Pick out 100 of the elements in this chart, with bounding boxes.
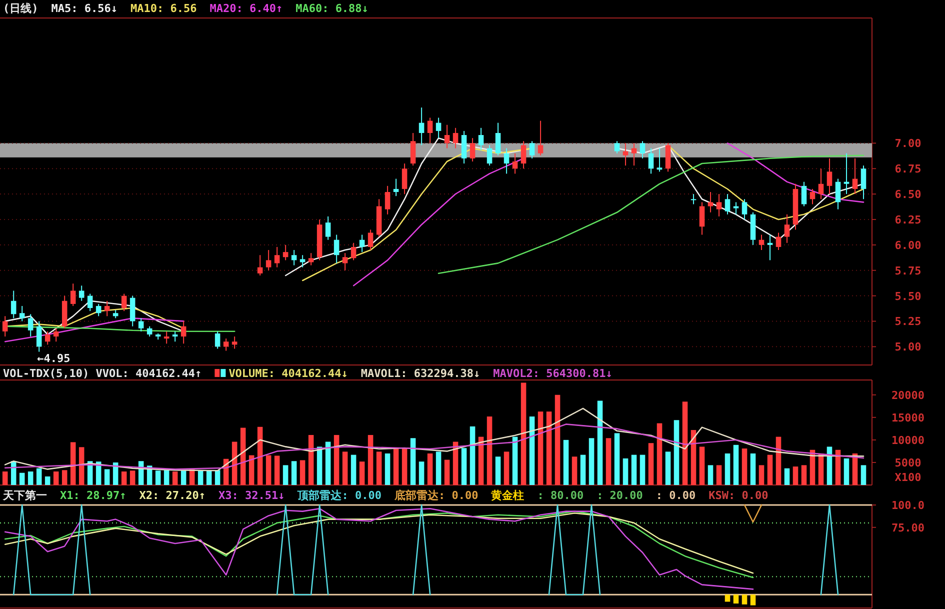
text: MAVOL1: 632294.38↓ [360, 367, 480, 380]
bar [648, 443, 654, 485]
candlestick [801, 181, 807, 207]
y-tick-label: 6.00 [894, 238, 922, 252]
candlestick [214, 330, 220, 350]
bar [792, 466, 798, 485]
bar [844, 458, 850, 485]
bar [359, 462, 365, 485]
candlestick [291, 250, 297, 266]
bar [708, 465, 714, 485]
bar [716, 465, 722, 485]
bar [393, 448, 399, 485]
candlestick [232, 336, 238, 350]
series-label: X3: 32.51↓ [218, 489, 285, 502]
bar [334, 434, 340, 485]
candlestick [810, 188, 816, 205]
bar [572, 456, 578, 485]
candlestick [418, 107, 424, 146]
bar [274, 456, 280, 485]
line-series [4, 508, 754, 590]
candlestick [350, 242, 356, 261]
bar [214, 470, 220, 485]
candlestick [393, 178, 399, 197]
candlestick [130, 295, 136, 327]
bar [750, 453, 756, 485]
candlestick [631, 142, 637, 166]
candlestick [274, 246, 280, 268]
candlestick [784, 214, 790, 244]
chart-title: VOL-TDX(5,10) VVOL: 404162.44↑ [3, 367, 202, 380]
bar [606, 438, 612, 485]
candlestick [257, 254, 263, 276]
candlestick [724, 194, 730, 215]
candlestick [699, 202, 705, 236]
bar [240, 428, 246, 485]
candlestick [308, 252, 314, 266]
candlestick [180, 320, 186, 344]
text: 黄金柱 [490, 489, 524, 502]
candlestick [10, 290, 16, 319]
candlestick [87, 293, 93, 312]
bar [376, 452, 382, 485]
bar [325, 442, 331, 485]
bar [470, 426, 476, 485]
y-tick-label: 6.75 [894, 162, 922, 176]
candlestick [223, 338, 229, 352]
candlestick [690, 194, 696, 205]
candlestick [478, 127, 484, 151]
y-tick-label: 5.50 [894, 290, 922, 303]
candlestick [2, 316, 8, 338]
bar [580, 454, 586, 485]
candlestick [860, 165, 866, 200]
bar [461, 448, 467, 485]
candlestick [342, 252, 348, 271]
text: MA5: 6.56↓ [51, 2, 118, 15]
candlestick [436, 117, 442, 139]
text: MAVOL2: 564300.81↓ [493, 367, 612, 380]
bar [656, 423, 662, 485]
bar [78, 447, 84, 485]
y-tick-label: 6.50 [894, 188, 922, 202]
candlestick [767, 234, 773, 261]
bar [427, 453, 433, 485]
bar [860, 465, 866, 485]
bar [826, 446, 832, 485]
y-tick-label: 10000 [891, 434, 925, 447]
bar [614, 433, 620, 485]
candlestick [844, 152, 850, 195]
bar [801, 465, 807, 485]
candlestick [384, 185, 390, 215]
bar [597, 400, 603, 485]
y-tick-label: 5000 [894, 456, 922, 470]
candlestick [640, 140, 646, 159]
bar [62, 470, 68, 485]
bar [130, 470, 136, 485]
candlestick [368, 229, 374, 251]
legend-label: VOLUME: 404162.44↓ [228, 367, 348, 380]
candlestick [486, 144, 492, 166]
candlestick [104, 300, 110, 317]
bar [282, 465, 288, 485]
bar [444, 460, 450, 485]
candlestick [28, 314, 34, 338]
bar [486, 416, 492, 485]
candlestick [96, 303, 102, 317]
candlestick [614, 140, 620, 154]
candlestick [402, 163, 408, 195]
y-tick-label: 6.25 [894, 213, 922, 226]
bar [36, 468, 42, 485]
candlestick [776, 232, 782, 251]
candlestick [19, 305, 25, 322]
y-tick-label: 20000 [891, 388, 925, 402]
bar [172, 471, 178, 485]
text: X2: 27.20↑ [139, 489, 206, 502]
candlestick [665, 142, 671, 172]
bar [308, 434, 314, 485]
bar [384, 453, 390, 485]
candlestick [266, 250, 272, 271]
candlestick [622, 142, 628, 166]
bar [742, 448, 748, 485]
candlestick [470, 138, 476, 162]
text: KSW: 0.00 [708, 489, 768, 502]
bar [104, 469, 110, 485]
text: MA20: 6.40↑ [210, 2, 283, 15]
